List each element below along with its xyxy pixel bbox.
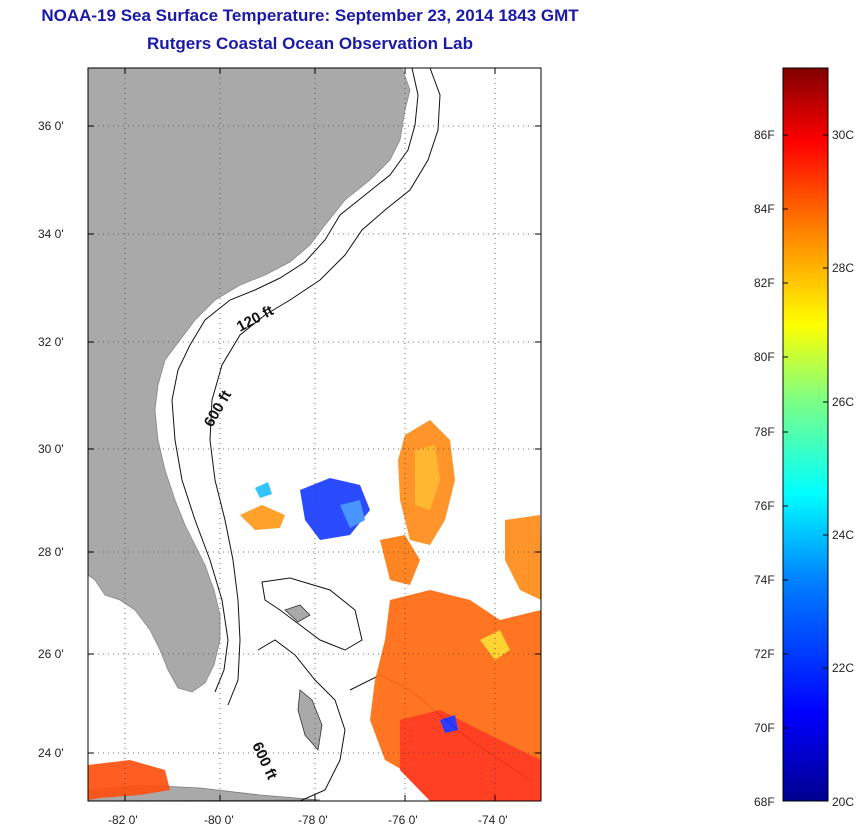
contour-bahamas (257, 639, 346, 801)
colorbar-f-label: 68F (754, 795, 775, 809)
lon-label: -80 0' (204, 813, 234, 827)
colorbar-f-label: 78F (754, 425, 775, 439)
map-grid (88, 68, 541, 801)
contour-bahamas (261, 577, 363, 651)
lon-label: -78 0' (298, 813, 328, 827)
colorbar-f-label: 76F (754, 499, 775, 513)
lat-label: 32 0' (38, 335, 64, 349)
colorbar-c-label: 26C (832, 395, 854, 409)
colorbar-f-label: 86F (754, 128, 775, 142)
lon-label: -74 0' (478, 813, 508, 827)
colorbar-f-label: 84F (754, 202, 775, 216)
map-title: NOAA-19 Sea Surface Temperature: Septemb… (41, 6, 579, 25)
map-subtitle: Rutgers Coastal Ocean Observation Lab (147, 34, 473, 53)
us-landmass (88, 68, 411, 693)
sst-data (88, 420, 541, 801)
lat-label: 36 0' (38, 119, 64, 133)
colorbar-c-label: 24C (832, 528, 854, 542)
lat-label: 24 0' (38, 746, 64, 760)
colorbar-f-label: 70F (754, 721, 775, 735)
bahamas-island (284, 604, 311, 623)
colorbar-ticks (783, 134, 828, 729)
colorbar-f-label: 82F (754, 276, 775, 290)
colorbar-c-label: 28C (832, 261, 854, 275)
colorbar-f-label: 72F (754, 647, 775, 661)
lon-label: -76 0' (388, 813, 418, 827)
lat-label: 26 0' (38, 647, 64, 661)
lon-label: -82 0' (108, 813, 138, 827)
colorbar-c-label: 22C (832, 661, 854, 675)
bahamas-island (297, 689, 323, 751)
lat-label: 30 0' (38, 442, 64, 456)
lat-label: 28 0' (38, 545, 64, 559)
contour-600ft (209, 68, 441, 706)
colorbar-c-label: 30C (832, 128, 854, 142)
colorbar-c-label: 20C (832, 795, 854, 809)
map-content (88, 68, 541, 801)
colorbar-f-label: 80F (754, 350, 775, 364)
colorbar-f-label: 74F (754, 573, 775, 587)
colorbar (782, 67, 829, 802)
contour-120ft (171, 68, 419, 693)
lat-label: 34 0' (38, 227, 64, 241)
map-ticks (88, 68, 541, 801)
